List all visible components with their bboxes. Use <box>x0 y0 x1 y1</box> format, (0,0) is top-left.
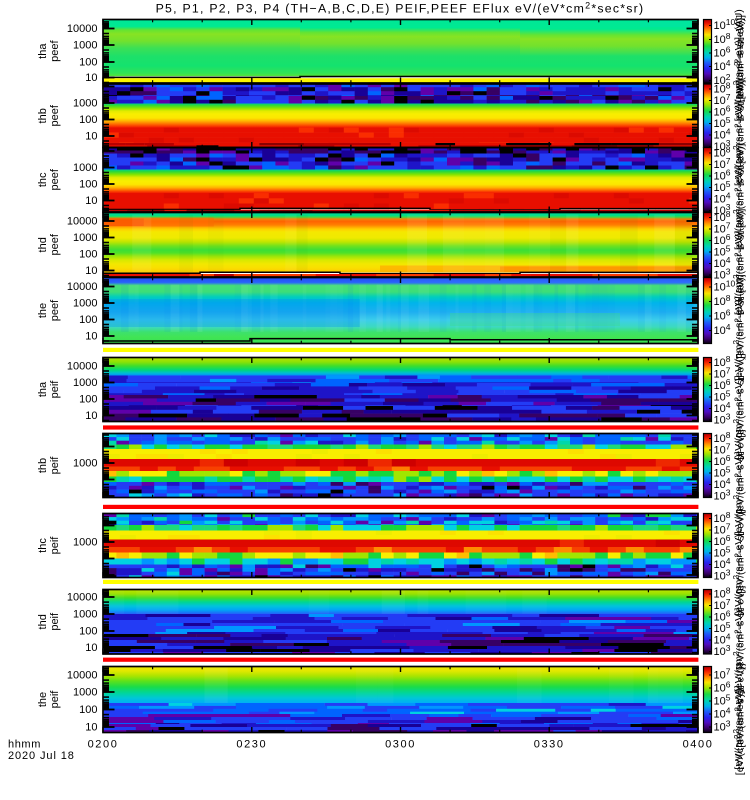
svg-text:100: 100 <box>79 249 97 261</box>
svg-text:[eV/(cm2-s-sr-eV)]: [eV/(cm2-s-sr-eV)] <box>732 375 745 459</box>
svg-text:100: 100 <box>79 179 97 191</box>
svg-text:[eV/(cm2-s-sr-eV)]: [eV/(cm2-s-sr-eV)] <box>732 296 745 380</box>
svg-text:hhmm: hhmm <box>8 739 41 751</box>
svg-text:thd: thd <box>37 614 49 629</box>
svg-text:tha: tha <box>37 43 49 59</box>
svg-text:10000: 10000 <box>67 592 98 604</box>
svg-text:10000: 10000 <box>67 670 98 682</box>
svg-text:1000: 1000 <box>73 232 97 244</box>
svg-text:peif: peif <box>49 456 61 475</box>
svg-text:[eV/(cm2-s-sr-eV)]: [eV/(cm2-s-sr-eV)] <box>732 685 745 769</box>
svg-text:[eV/(cm2-s-sr-eV)]: [eV/(cm2-s-sr-eV)] <box>734 15 747 99</box>
svg-text:[eV/(cm2-s-sr-eV)]: [eV/(cm2-s-sr-eV)] <box>732 531 745 615</box>
svg-text:100: 100 <box>79 114 97 126</box>
svg-text:[eV/(cm2-s-sr-eV)]: [eV/(cm2-s-sr-eV)] <box>734 586 747 670</box>
svg-text:10000: 10000 <box>67 361 98 373</box>
svg-text:[eV/(cm2-s-sr-eV)]: [eV/(cm2-s-sr-eV)] <box>734 80 747 164</box>
svg-text:[eV/(cm2-s-sr-eV)]: [eV/(cm2-s-sr-eV)] <box>732 166 745 250</box>
svg-text:thc: thc <box>37 172 49 187</box>
svg-text:1000: 1000 <box>73 609 97 621</box>
svg-text:1000: 1000 <box>73 537 97 549</box>
svg-text:thc: thc <box>37 538 49 553</box>
svg-text:100: 100 <box>79 394 97 406</box>
svg-text:10: 10 <box>85 722 97 734</box>
svg-text:1000: 1000 <box>73 162 97 174</box>
svg-text:[eV/(cm2-s-sr-eV)]: [eV/(cm2-s-sr-eV)] <box>733 691 746 775</box>
svg-text:peef: peef <box>49 168 61 190</box>
svg-text:peif: peif <box>49 612 61 631</box>
svg-text:1000: 1000 <box>73 298 97 310</box>
svg-text:1000: 1000 <box>73 40 97 52</box>
svg-text:[eV/(cm2-s-sr-eV)]: [eV/(cm2-s-sr-eV)] <box>734 509 747 593</box>
svg-text:10: 10 <box>85 72 97 84</box>
svg-text:10000: 10000 <box>67 23 98 35</box>
svg-text:[eV/(cm2-s-sr-eV)]: [eV/(cm2-s-sr-eV)] <box>732 37 745 121</box>
svg-text:[eV/(cm2-s-sr-eV)]: [eV/(cm2-s-sr-eV)] <box>734 663 747 747</box>
svg-text:0230: 0230 <box>236 739 267 751</box>
svg-text:1000: 1000 <box>73 377 97 389</box>
svg-text:1000: 1000 <box>73 687 97 699</box>
svg-text:P5, P1, P2, P3, P4 (TH−A,B,C,D: P5, P1, P2, P3, P4 (TH−A,B,C,D,E) PEIF,P… <box>156 1 645 16</box>
svg-text:10: 10 <box>85 265 97 277</box>
svg-text:100: 100 <box>79 626 97 638</box>
svg-text:tha: tha <box>37 381 49 397</box>
svg-text:[eV/(cm2-s-sr-eV)]: [eV/(cm2-s-sr-eV)] <box>732 608 745 692</box>
svg-text:peef: peef <box>49 299 61 321</box>
svg-text:[eV/(cm2-s-sr-eV)]: [eV/(cm2-s-sr-eV)] <box>732 231 745 315</box>
svg-text:10: 10 <box>85 131 97 143</box>
svg-text:peef: peef <box>49 40 61 62</box>
svg-text:2020 Jul 18: 2020 Jul 18 <box>8 750 75 762</box>
svg-text:10: 10 <box>85 642 97 654</box>
svg-text:[eV/(cm2-s-sr-eV)]: [eV/(cm2-s-sr-eV)] <box>734 429 747 513</box>
svg-text:10000: 10000 <box>67 216 98 228</box>
svg-text:(AU): (AU) <box>733 9 745 31</box>
svg-text:0400: 0400 <box>683 739 714 751</box>
svg-text:peif: peif <box>49 536 61 555</box>
svg-text:[eV/(cm2-s-sr-eV)]: [eV/(cm2-s-sr-eV)] <box>732 102 745 186</box>
svg-text:10: 10 <box>85 195 97 207</box>
svg-text:0200: 0200 <box>88 739 119 751</box>
svg-text:the: the <box>37 303 49 318</box>
svg-text:10: 10 <box>85 410 97 422</box>
svg-text:[eV/(cm2-s-sr-eV)]: [eV/(cm2-s-sr-eV)] <box>734 209 747 293</box>
svg-text:thb: thb <box>37 458 49 473</box>
svg-text:[eV/(cm2-s-sr-eV)]: [eV/(cm2-s-sr-eV)] <box>734 274 747 358</box>
svg-text:0300: 0300 <box>385 739 416 751</box>
svg-text:peef: peef <box>49 104 61 126</box>
svg-text:the: the <box>37 692 49 707</box>
svg-text:100: 100 <box>79 57 97 69</box>
svg-text:thb: thb <box>37 108 49 123</box>
svg-text:100: 100 <box>79 704 97 716</box>
svg-text:thd: thd <box>37 237 49 252</box>
svg-text:10: 10 <box>85 331 97 343</box>
svg-text:0330: 0330 <box>534 739 565 751</box>
svg-text:[eV/(cm2-s-sr-eV)]: [eV/(cm2-s-sr-eV)] <box>732 451 745 535</box>
svg-text:1000: 1000 <box>73 458 97 470</box>
svg-text:10000: 10000 <box>67 281 98 293</box>
svg-text:[eV/(cm2-s-sr-eV)]: [eV/(cm2-s-sr-eV)] <box>734 144 747 228</box>
svg-text:[eV/(cm2-s-sr-eV)]: [eV/(cm2-s-sr-eV)] <box>733 18 746 102</box>
svg-text:[eV/(cm2-s-sr-eV)]: [eV/(cm2-s-sr-eV)] <box>734 353 747 437</box>
svg-text:1000: 1000 <box>73 98 97 110</box>
svg-text:peif: peif <box>49 380 61 399</box>
svg-text:peif: peif <box>49 690 61 709</box>
svg-text:peef: peef <box>49 233 61 255</box>
svg-text:100: 100 <box>79 314 97 326</box>
